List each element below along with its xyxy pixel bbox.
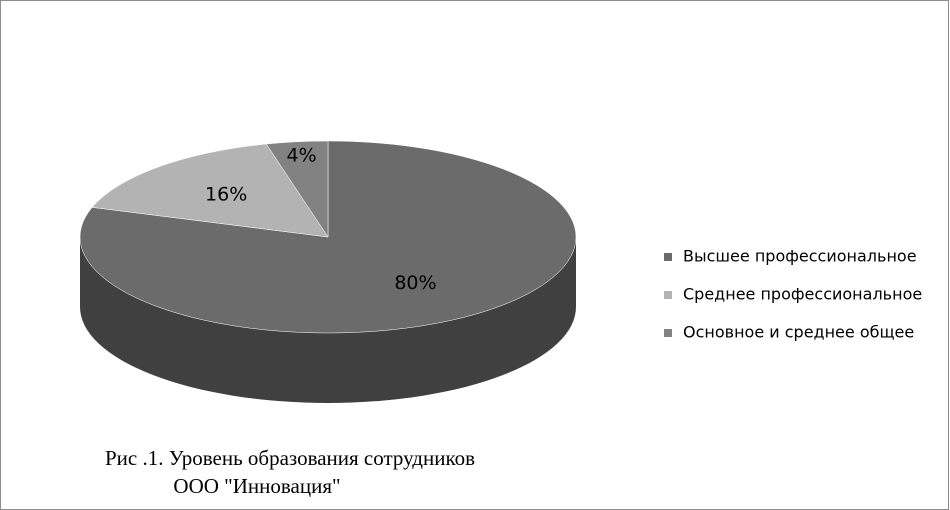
- pie-side: [80, 237, 576, 403]
- legend-swatch: [664, 291, 672, 299]
- data-label: 16%: [205, 184, 247, 206]
- caption-line: ООО "Инновация": [173, 474, 340, 498]
- data-label: 80%: [394, 272, 436, 294]
- legend-swatch: [664, 253, 672, 261]
- legend-swatch: [664, 329, 672, 337]
- legend-label: Среднее профессиональное: [683, 285, 922, 304]
- data-label: 4%: [287, 145, 317, 167]
- legend-label: Высшее профессиональное: [683, 247, 917, 266]
- legend-label: Основное и среднее общее: [683, 323, 914, 342]
- pie-slice: [265, 140, 329, 238]
- pie-slice: [79, 140, 577, 334]
- pie-slice: [91, 143, 329, 238]
- caption-line: Рис .1. Уровень образования сотрудников: [105, 446, 475, 470]
